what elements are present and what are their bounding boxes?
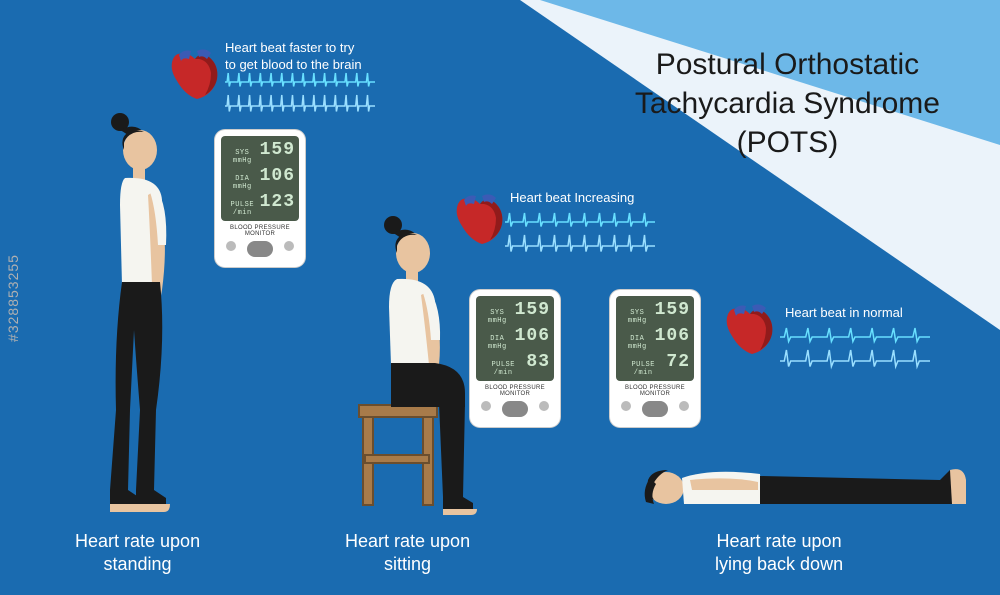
- figure-standing: [70, 110, 190, 525]
- bp-monitor-lying: SYS mmHg159 DIA mmHg106 PULSE /min72 BLO…: [610, 290, 700, 427]
- caption-lying: Heart rate uponlying back down: [715, 530, 843, 577]
- caption-standing: Heart rate uponstanding: [75, 530, 200, 577]
- caption-sitting: Heart rate uponsitting: [345, 530, 470, 577]
- heart-label-lying: Heart beat in normal: [785, 305, 903, 322]
- heart-label-sitting: Heart beat Increasing: [510, 190, 634, 207]
- ecg-sitting: [505, 210, 655, 265]
- heart-icon-lying: [720, 300, 780, 360]
- ecg-lying: [780, 325, 930, 380]
- page-title: Postural OrthostaticTachycardia Syndrome…: [635, 45, 940, 162]
- bp-monitor-standing: SYS mmHg159 DIA mmHg106 PULSE /min123 BL…: [215, 130, 305, 267]
- heart-icon-standing: [165, 45, 225, 105]
- bp-monitor-sitting: SYS mmHg159 DIA mmHg106 PULSE /min83 BLO…: [470, 290, 560, 427]
- watermark-id: #328853255: [5, 254, 21, 342]
- heart-icon-sitting: [450, 190, 510, 250]
- figure-lying: [640, 430, 970, 525]
- heart-label-standing: Heart beat faster to tryto get blood to …: [225, 40, 362, 74]
- ecg-standing: [225, 70, 375, 125]
